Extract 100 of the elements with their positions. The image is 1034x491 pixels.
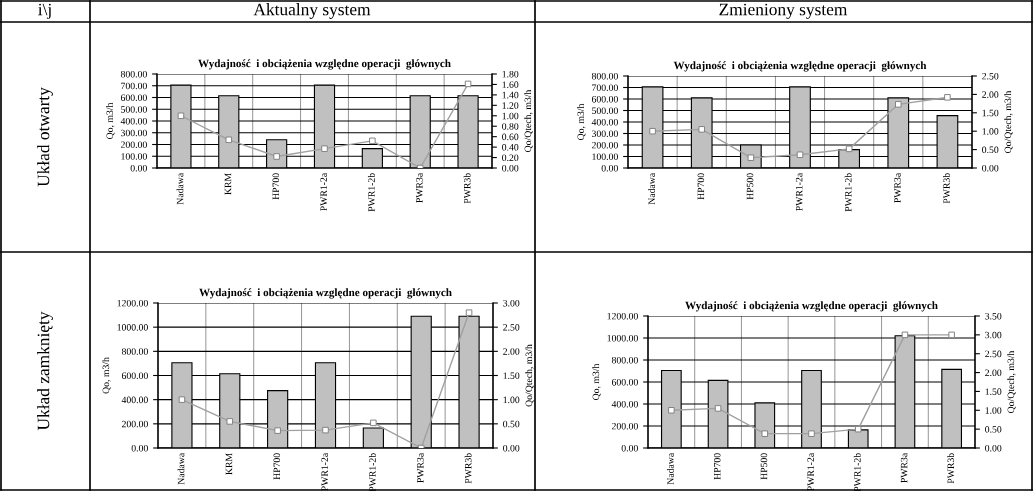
y-tick-label: 700.00: [121, 82, 147, 90]
text: Zmieniony system: [719, 3, 848, 19]
y2-tick-label: 3.50: [985, 312, 1002, 320]
x-tick-label: Nadawa: [176, 173, 184, 205]
x-tick-label: PWR3b: [464, 453, 472, 484]
x-tick-label: Nadawa: [177, 453, 185, 485]
chart-title: Wydajność i obciążenia względne operacji głównych: [198, 59, 451, 70]
y-axis-title: Qo, m3/h: [592, 363, 601, 400]
text: Układ zamknięty: [37, 311, 53, 431]
y-tick-label: 400.00: [611, 400, 638, 408]
x-tick-label: PWR1-2a: [795, 172, 803, 211]
y2-tick-label: 0.00: [985, 444, 1002, 452]
x-tick-label: Nadawa: [648, 173, 656, 205]
x-tick-label: PWR1-2b: [367, 173, 375, 212]
y-tick-label: 800.00: [120, 70, 147, 78]
y-tick-label: 1000.00: [607, 334, 638, 342]
y2-tick-label: 0.00: [502, 164, 519, 172]
text: Aktualny system: [253, 3, 371, 19]
y2-axis-title: Qo/Qtech, m3/h: [1007, 350, 1016, 413]
y-tick-label: 800.00: [591, 72, 618, 80]
y-tick-label: 300.00: [592, 130, 618, 138]
x-tick-label: HP500: [746, 173, 754, 200]
y2-tick-label: 0.40: [502, 144, 519, 151]
text: Układ otwarty: [37, 87, 53, 187]
y2-tick-label: 0.00: [503, 444, 520, 452]
y-tick-label: 400.00: [120, 117, 147, 125]
y-tick-label: 0.00: [130, 164, 147, 172]
y2-tick-label: 0.00: [982, 164, 999, 172]
chart-title: Wydajność i obciążenia względne operacji głównych: [673, 61, 927, 72]
y2-tick-label: 1.00: [502, 112, 519, 120]
y2-tick-label: 3.00: [985, 331, 1002, 339]
y-tick-label: 500.00: [121, 106, 147, 113]
y-tick-label: 200.00: [121, 420, 148, 428]
y2-tick-label: 1.40: [502, 91, 519, 99]
y2-tick-label: 1.50: [982, 109, 999, 117]
y-tick-label: 0.00: [621, 444, 638, 452]
chart-title: Wydajność i obciążenia względne operacji głównych: [199, 288, 452, 299]
x-tick-label: Nadawa: [666, 453, 674, 485]
y-tick-label: 600.00: [121, 372, 148, 380]
y2-tick-label: 2.50: [985, 350, 1002, 358]
y-tick-label: 1200.00: [117, 299, 148, 307]
y-tick-label: 400.00: [591, 118, 618, 126]
y2-axis-title: Qo/Qtech, m3/h: [524, 89, 533, 152]
y-tick-label: 0.00: [601, 164, 618, 172]
x-tick-label: HP700: [697, 173, 705, 200]
y2-tick-label: 1.50: [503, 372, 520, 380]
x-tick-label: PWR3a: [894, 173, 901, 203]
y2-tick-label: 2.50: [982, 72, 999, 80]
y-tick-label: 800.00: [611, 356, 638, 364]
x-tick-label: HP700: [273, 453, 281, 480]
y2-tick-label: 0.20: [502, 154, 519, 162]
y-tick-label: 0.00: [131, 444, 148, 452]
y2-tick-label: 1.00: [982, 128, 999, 135]
y-tick-label: 1200.00: [607, 312, 638, 320]
y-tick-label: 800.00: [121, 348, 148, 355]
y2-tick-label: 2.00: [982, 91, 999, 98]
y-tick-label: 500.00: [592, 107, 618, 115]
y2-tick-label: 1.60: [502, 81, 519, 88]
y2-tick-label: 1.80: [502, 70, 519, 78]
y2-tick-label: 0.80: [502, 123, 519, 130]
y-tick-label: 700.00: [592, 84, 618, 92]
y-tick-label: 100.00: [592, 153, 618, 161]
y-tick-label: 400.00: [121, 396, 148, 404]
y2-tick-label: 0.50: [503, 420, 520, 428]
y-axis-title: Qo, m3/h: [106, 102, 115, 139]
y2-tick-label: 0.50: [985, 426, 1002, 433]
x-tick-label: PWR3b: [943, 173, 950, 204]
x-tick-label: PWR3a: [900, 453, 908, 483]
y2-axis-title: Qo/Qtech, m3/h: [525, 344, 534, 407]
y-tick-label: 200.00: [120, 141, 147, 149]
y2-tick-label: 1.50: [985, 388, 1002, 395]
y2-axis-title: Qo/Qtech, m3/h: [1004, 90, 1013, 153]
text: i\j: [38, 3, 51, 19]
y-tick-label: 600.00: [591, 95, 618, 103]
x-tick-label: KRM: [225, 453, 233, 475]
y2-tick-label: 1.00: [985, 407, 1002, 414]
y-tick-label: 100.00: [121, 153, 147, 160]
y2-tick-label: 0.60: [502, 133, 519, 141]
chart-title: Wydajność i obciążenia względne operacji głównych: [685, 301, 938, 312]
y-tick-label: 200.00: [611, 422, 638, 430]
x-tick-label: HP700: [713, 453, 721, 480]
y-tick-label: 300.00: [121, 129, 147, 137]
y2-tick-label: 1.00: [503, 396, 520, 404]
y2-tick-label: 0.50: [982, 146, 999, 154]
y-tick-label: 600.00: [611, 378, 638, 386]
x-tick-label: HP700: [272, 173, 280, 200]
y-axis-title: Qo, m3/h: [577, 103, 586, 140]
y2-tick-label: 3.00: [503, 299, 520, 307]
x-tick-label: KRM: [224, 173, 232, 195]
y2-tick-label: 1.20: [502, 102, 519, 109]
y-tick-label: 200.00: [591, 141, 618, 149]
x-tick-label: PWR3a: [417, 453, 424, 483]
y-tick-label: 600.00: [120, 94, 147, 102]
y-axis-title: Qo, m3/h: [102, 357, 111, 394]
y-tick-label: 1000.00: [117, 324, 148, 331]
x-tick-label: HP500: [760, 453, 768, 480]
x-tick-label: PWR3a: [416, 173, 423, 203]
y2-tick-label: 2.50: [503, 324, 520, 331]
y2-tick-label: 2.00: [985, 369, 1002, 377]
x-tick-label: PWR1-2a: [320, 172, 327, 211]
